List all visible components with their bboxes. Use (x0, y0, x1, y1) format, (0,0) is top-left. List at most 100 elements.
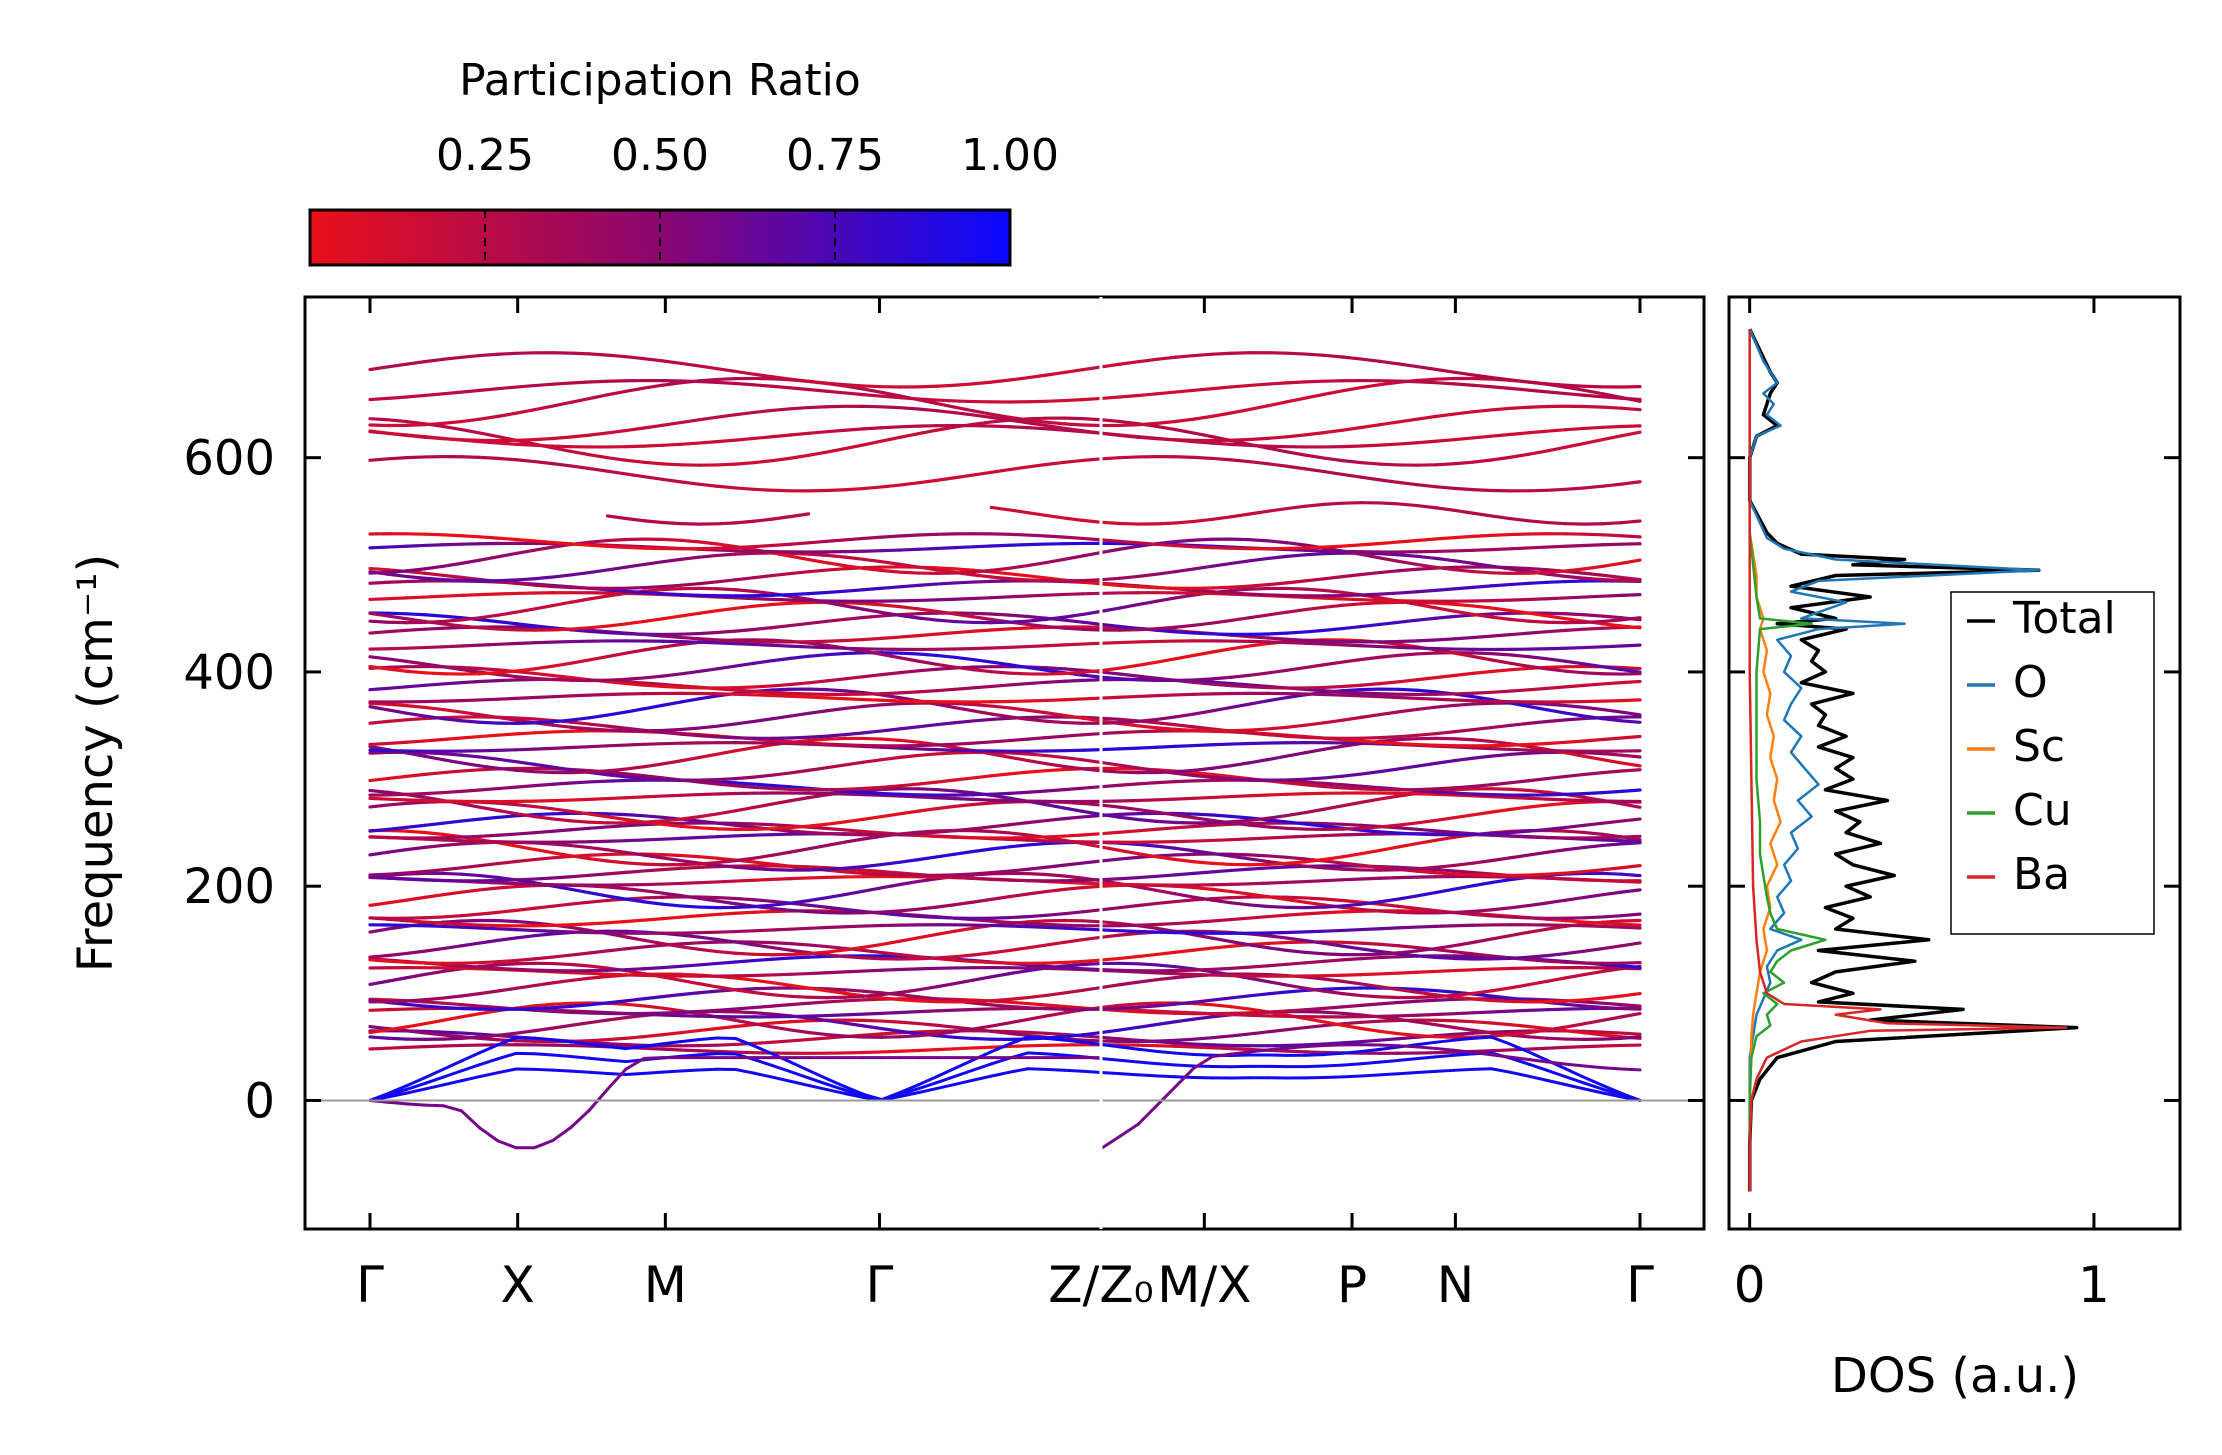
band-segment (1062, 592, 1085, 597)
band-segment (788, 554, 811, 562)
band-segment (514, 622, 537, 628)
band-segment (1210, 385, 1233, 391)
band-segment (1471, 511, 1493, 518)
band-segment (551, 600, 573, 608)
band-segment (1266, 854, 1289, 859)
band-segment (715, 1042, 738, 1047)
band-segment (1359, 694, 1382, 699)
band-segment (1136, 421, 1159, 427)
band-segment (1396, 1035, 1419, 1041)
band-segment (916, 652, 939, 658)
band-segment (642, 590, 664, 596)
band-segment (898, 562, 920, 569)
band-segment (1117, 393, 1140, 399)
band-segment (1173, 1041, 1196, 1046)
band-segment (697, 940, 719, 945)
band-segment (1062, 516, 1085, 522)
band-segment (843, 731, 866, 737)
band-segment (806, 1013, 829, 1018)
band-segment (1099, 1056, 1122, 1062)
band-segment (423, 969, 445, 977)
band-segment (660, 359, 683, 365)
band-segment (587, 825, 610, 830)
band-segment (1136, 1022, 1159, 1029)
band-segment (1489, 1009, 1512, 1014)
band-segment (1136, 1060, 1159, 1066)
band-segment (1396, 867, 1419, 872)
band-segment (642, 837, 664, 842)
band-segment (1026, 925, 1048, 929)
band-segment (1229, 1011, 1252, 1016)
band-segment (1545, 708, 1568, 715)
band-segment (898, 669, 920, 675)
band-segment (1155, 963, 1177, 969)
band-segment (1619, 575, 1642, 582)
band-segment (733, 604, 756, 610)
band-segment (587, 1042, 610, 1049)
band-segment (404, 1002, 427, 1008)
band-segment (1601, 758, 1624, 765)
band-segment (1582, 564, 1605, 571)
band-segment (770, 682, 792, 688)
band-segment (514, 1007, 537, 1011)
band-segment (679, 941, 701, 946)
band-segment (1192, 933, 1215, 940)
band-segment (1118, 1058, 1140, 1064)
band-segment (752, 877, 774, 882)
band-segment (1322, 551, 1345, 556)
band-segment (1359, 443, 1382, 448)
band-segment (733, 784, 756, 789)
band-segment (532, 876, 555, 881)
band-segment (569, 770, 591, 775)
band-segment (733, 746, 756, 753)
band-segment (1378, 359, 1400, 366)
band-segment (1489, 994, 1512, 1000)
band-segment (715, 641, 738, 646)
band-segment (1173, 538, 1196, 544)
band-segment (953, 978, 975, 986)
band-segment (605, 1042, 628, 1047)
band-segment (1210, 561, 1233, 568)
band-segment (1582, 1075, 1605, 1088)
band-segment (1266, 435, 1289, 440)
band-segment (733, 692, 756, 697)
band-segment (1099, 747, 1122, 752)
band-segment (825, 763, 847, 770)
band-segment (1619, 1011, 1642, 1019)
band-segment (459, 719, 482, 724)
band-segment (1396, 970, 1419, 975)
band-segment (1303, 1044, 1326, 1049)
band-segment (1008, 924, 1030, 929)
band-segment (1155, 930, 1177, 935)
band-segment (1433, 1023, 1456, 1030)
band-segment (1378, 830, 1400, 835)
band-segment (1526, 570, 1549, 575)
band-segment (1619, 593, 1642, 597)
band-segment (752, 867, 774, 872)
band-segment (1489, 807, 1512, 814)
band-segment (1248, 964, 1270, 969)
band-segment (1378, 1018, 1400, 1023)
band-segment (752, 1011, 774, 1016)
band-segment (1173, 544, 1196, 549)
band-segment (1619, 964, 1642, 969)
band-segment (898, 1010, 920, 1015)
band-segment (1173, 727, 1196, 732)
band-segment (806, 910, 829, 915)
band-segment (1099, 640, 1122, 645)
band-segment (788, 681, 811, 687)
band-segment (532, 1006, 555, 1011)
band-segment (788, 541, 811, 546)
band-segment (934, 903, 957, 909)
band-segment (496, 411, 518, 418)
band-segment (660, 614, 683, 621)
band-segment (1248, 509, 1270, 516)
band-segment (1619, 839, 1642, 843)
band-segment (1026, 1001, 1048, 1007)
band-segment (916, 932, 939, 940)
band-segment (1508, 779, 1531, 785)
band-segment (1285, 553, 1308, 558)
band-segment (825, 677, 847, 683)
band-segment (642, 681, 664, 686)
band-segment (898, 879, 920, 887)
